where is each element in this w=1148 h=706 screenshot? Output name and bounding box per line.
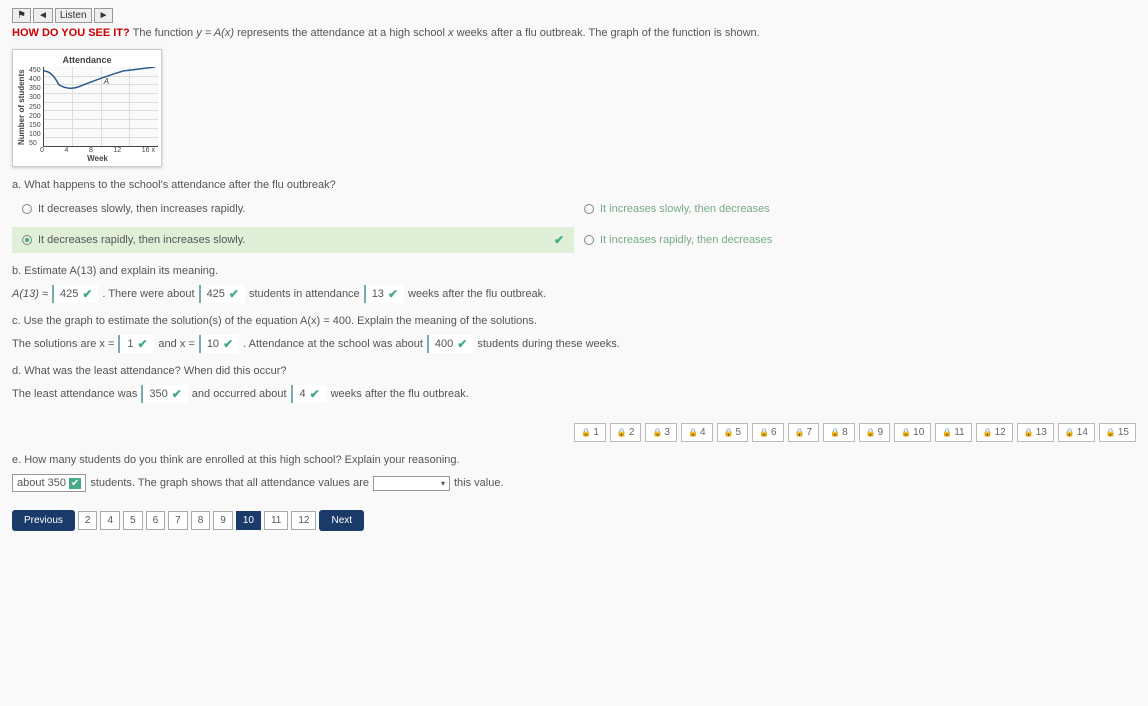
y-ticks: 450 400 350 300 250 200 150 100 50 xyxy=(27,67,43,147)
option-a2[interactable]: It decreases rapidly, then increases slo… xyxy=(12,227,574,253)
check-icon: ✔ xyxy=(310,387,320,401)
answer-input-b3[interactable]: 13✔ xyxy=(364,285,404,303)
listen-button[interactable]: Listen xyxy=(55,8,92,23)
answer-input-d2[interactable]: 4✔ xyxy=(291,385,327,403)
lock-icon: 🔒 xyxy=(617,428,627,437)
lock-icon: 🔒 xyxy=(1106,428,1116,437)
page-button[interactable]: 7 xyxy=(168,511,188,530)
page-button[interactable]: 2 xyxy=(78,511,98,530)
lock-icon: 🔒 xyxy=(724,428,734,437)
lock-icon: 🔒 xyxy=(830,428,840,437)
radio-icon xyxy=(22,235,32,245)
question-e: e. How many students do you think are en… xyxy=(12,454,1136,492)
check-icon: ✔ xyxy=(223,337,233,351)
attendance-graph: Attendance Number of students 450 400 35… xyxy=(12,49,162,167)
question-d-text: d. What was the least attendance? When d… xyxy=(12,365,1136,377)
radio-icon xyxy=(22,204,32,214)
check-icon: ✔ xyxy=(229,287,239,301)
previous-button[interactable]: Previous xyxy=(12,510,75,531)
question-e-text: e. How many students do you think are en… xyxy=(12,454,1136,466)
lock-icon: 🔒 xyxy=(1024,428,1034,437)
pager-item[interactable]: 🔒7 xyxy=(788,423,820,442)
check-icon: ✔ xyxy=(137,337,147,351)
answer-input-c2[interactable]: 10✔ xyxy=(199,335,239,353)
question-b-text: b. Estimate A(13) and explain its meanin… xyxy=(12,265,1136,277)
prompt-lead: HOW DO YOU SEE IT? xyxy=(12,27,130,39)
y-axis-label: Number of students xyxy=(16,67,27,147)
question-a: a. What happens to the school's attendan… xyxy=(12,179,1136,253)
check-icon: ✔ xyxy=(82,287,92,301)
question-b: b. Estimate A(13) and explain its meanin… xyxy=(12,265,1136,303)
lock-icon: 🔒 xyxy=(866,428,876,437)
page-button[interactable]: 9 xyxy=(213,511,233,530)
pager-item[interactable]: 🔒6 xyxy=(752,423,784,442)
top-toolbar: ⚑ ◄ Listen ► xyxy=(12,8,1136,23)
x-axis-label: Week xyxy=(40,154,155,163)
graph-area: A xyxy=(43,67,158,147)
pager-item[interactable]: 🔒15 xyxy=(1099,423,1136,442)
pager-item[interactable]: 🔒5 xyxy=(717,423,749,442)
prev-audio-button[interactable]: ◄ xyxy=(33,8,53,23)
page-button[interactable]: 5 xyxy=(123,511,143,530)
pager-item[interactable]: 🔒10 xyxy=(894,423,931,442)
radio-icon xyxy=(584,204,594,214)
option-a1[interactable]: It decreases slowly, then increases rapi… xyxy=(12,197,574,221)
check-icon: ✔ xyxy=(69,478,81,489)
check-icon: ✔ xyxy=(172,387,182,401)
chevron-down-icon: ▾ xyxy=(441,479,445,488)
check-icon: ✔ xyxy=(388,287,398,301)
answer-input-b2[interactable]: 425✔ xyxy=(199,285,245,303)
page-button[interactable]: 8 xyxy=(191,511,211,530)
lock-icon: 🔒 xyxy=(901,428,911,437)
bottom-nav: Previous 2 4 5 6 7 8 9 10 11 12 Next xyxy=(12,510,1136,531)
pager-item[interactable]: 🔒14 xyxy=(1058,423,1095,442)
curve-annotation: A xyxy=(104,77,109,86)
lock-icon: 🔒 xyxy=(652,428,662,437)
pager-item[interactable]: 🔒4 xyxy=(681,423,713,442)
question-c: c. Use the graph to estimate the solutio… xyxy=(12,315,1136,353)
page-button[interactable]: 4 xyxy=(100,511,120,530)
pager-item[interactable]: 🔒12 xyxy=(976,423,1013,442)
pager-item[interactable]: 🔒2 xyxy=(610,423,642,442)
page-button[interactable]: 11 xyxy=(264,511,288,530)
answer-input-c1[interactable]: 1✔ xyxy=(118,335,154,353)
pager-item[interactable]: 🔒13 xyxy=(1017,423,1054,442)
answer-input-c3[interactable]: 400✔ xyxy=(427,335,473,353)
page-button[interactable]: 6 xyxy=(146,511,166,530)
next-button[interactable]: Next xyxy=(319,510,364,531)
pager-item[interactable]: 🔒1 xyxy=(574,423,606,442)
page-button[interactable]: 12 xyxy=(291,511,316,530)
graph-title: Attendance xyxy=(16,53,158,67)
dropdown-e1[interactable]: about 350 ✔ xyxy=(12,474,86,492)
question-a-text: a. What happens to the school's attendan… xyxy=(12,179,1136,191)
check-icon: ✔ xyxy=(554,233,564,247)
pager-item[interactable]: 🔒11 xyxy=(935,423,971,442)
question-c-text: c. Use the graph to estimate the solutio… xyxy=(12,315,1136,327)
pager-item[interactable]: 🔒3 xyxy=(645,423,677,442)
lock-icon: 🔒 xyxy=(983,428,993,437)
option-a3[interactable]: It increases slowly, then decreases xyxy=(574,197,1136,221)
next-audio-button[interactable]: ► xyxy=(94,8,114,23)
lock-icon: 🔒 xyxy=(1065,428,1075,437)
lock-icon: 🔒 xyxy=(759,428,769,437)
check-icon: ✔ xyxy=(457,337,467,351)
lock-icon: 🔒 xyxy=(942,428,952,437)
flag-button[interactable]: ⚑ xyxy=(12,8,31,23)
question-prompt: HOW DO YOU SEE IT? The function y = A(x)… xyxy=(12,27,1136,39)
radio-icon xyxy=(584,235,594,245)
subquestion-pager: 🔒1 🔒2 🔒3 🔒4 🔒5 🔒6 🔒7 🔒8 🔒9 🔒10 🔒11 🔒12 🔒… xyxy=(12,423,1136,442)
lock-icon: 🔒 xyxy=(688,428,698,437)
pager-item[interactable]: 🔒8 xyxy=(823,423,855,442)
answer-input-b1[interactable]: 425✔ xyxy=(52,285,98,303)
question-d: d. What was the least attendance? When d… xyxy=(12,365,1136,403)
lock-icon: 🔒 xyxy=(581,428,591,437)
lock-icon: 🔒 xyxy=(795,428,805,437)
option-a4[interactable]: It increases rapidly, then decreases xyxy=(574,227,1136,253)
dropdown-e2[interactable]: ▾ xyxy=(373,476,450,491)
page-button-current[interactable]: 10 xyxy=(236,511,261,530)
x-ticks: 0 4 8 12 16 x xyxy=(40,147,155,154)
pager-item[interactable]: 🔒9 xyxy=(859,423,891,442)
answer-input-d1[interactable]: 350✔ xyxy=(141,385,187,403)
